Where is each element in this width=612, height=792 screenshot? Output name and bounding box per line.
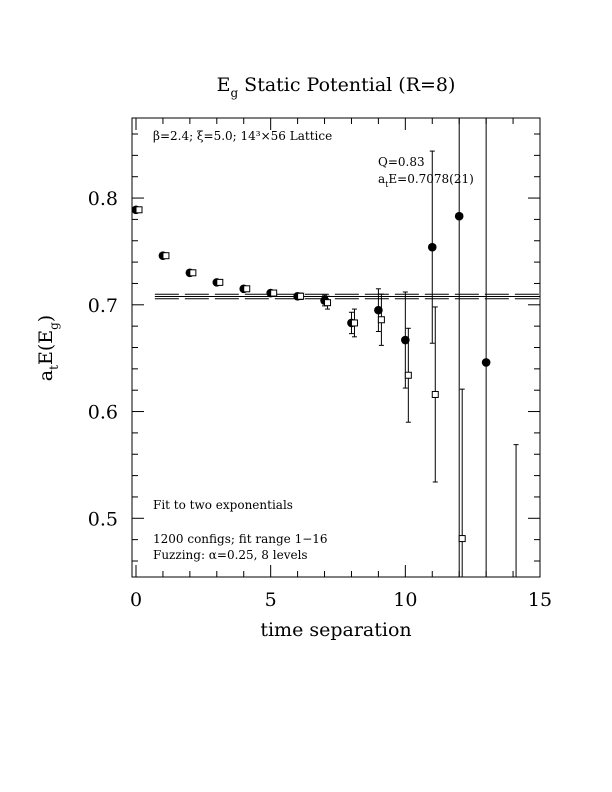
data-points <box>132 118 519 607</box>
data-point-filled-circle <box>481 358 491 367</box>
y-tick-label: 0.7 <box>88 295 118 317</box>
x-tick-label: 5 <box>265 589 277 611</box>
data-point-filled-circle <box>374 305 383 315</box>
y-tick-label: 0.5 <box>88 508 118 530</box>
data-point-filled-circle <box>427 242 437 252</box>
data-point-open-square <box>513 601 519 607</box>
y-tick-label: 0.8 <box>88 188 118 210</box>
chart-title: Eg Static Potential (R=8) <box>217 74 456 100</box>
data-point-open-square <box>431 390 439 398</box>
data-point-open-square <box>324 299 332 307</box>
data-point-open-square <box>189 269 197 277</box>
axis-ticks <box>132 118 541 577</box>
fit-band <box>154 293 540 300</box>
config-info: 1200 configs; fit range 1−16 <box>153 532 328 546</box>
tick-labels: 0 5 10 15 0.5 0.6 0.7 0.8 <box>88 188 552 611</box>
data-point-open-square <box>350 319 358 327</box>
data-point-filled-circle <box>401 335 410 345</box>
data-point-open-square <box>270 289 278 297</box>
q-value: Q=0.83 <box>378 155 425 169</box>
x-axis-label: time separation <box>260 619 411 641</box>
data-point-open-square <box>458 535 466 543</box>
data-point-filled-circle <box>454 211 464 221</box>
data-point-open-square <box>297 292 305 300</box>
fit-result: atE=0.7078(21) <box>378 172 474 189</box>
x-tick-label: 0 <box>130 589 142 611</box>
data-point-open-square <box>377 316 385 324</box>
x-tick-label: 10 <box>393 589 417 611</box>
data-point-open-square <box>216 278 224 286</box>
data-point-open-square <box>162 252 170 260</box>
fuzzing-info: Fuzzing: α=0.25, 8 levels <box>153 548 308 562</box>
lattice-params: β=2.4; ξ=5.0; 14³×56 Lattice <box>153 129 332 143</box>
fit-type: Fit to two exponentials <box>153 498 293 512</box>
x-tick-label: 15 <box>528 589 552 611</box>
data-point-open-square <box>135 206 143 214</box>
y-tick-label: 0.6 <box>88 402 118 424</box>
data-point-open-square <box>404 371 412 379</box>
data-point-open-square <box>243 285 251 293</box>
y-axis-label: atE(Eg) <box>35 315 61 381</box>
